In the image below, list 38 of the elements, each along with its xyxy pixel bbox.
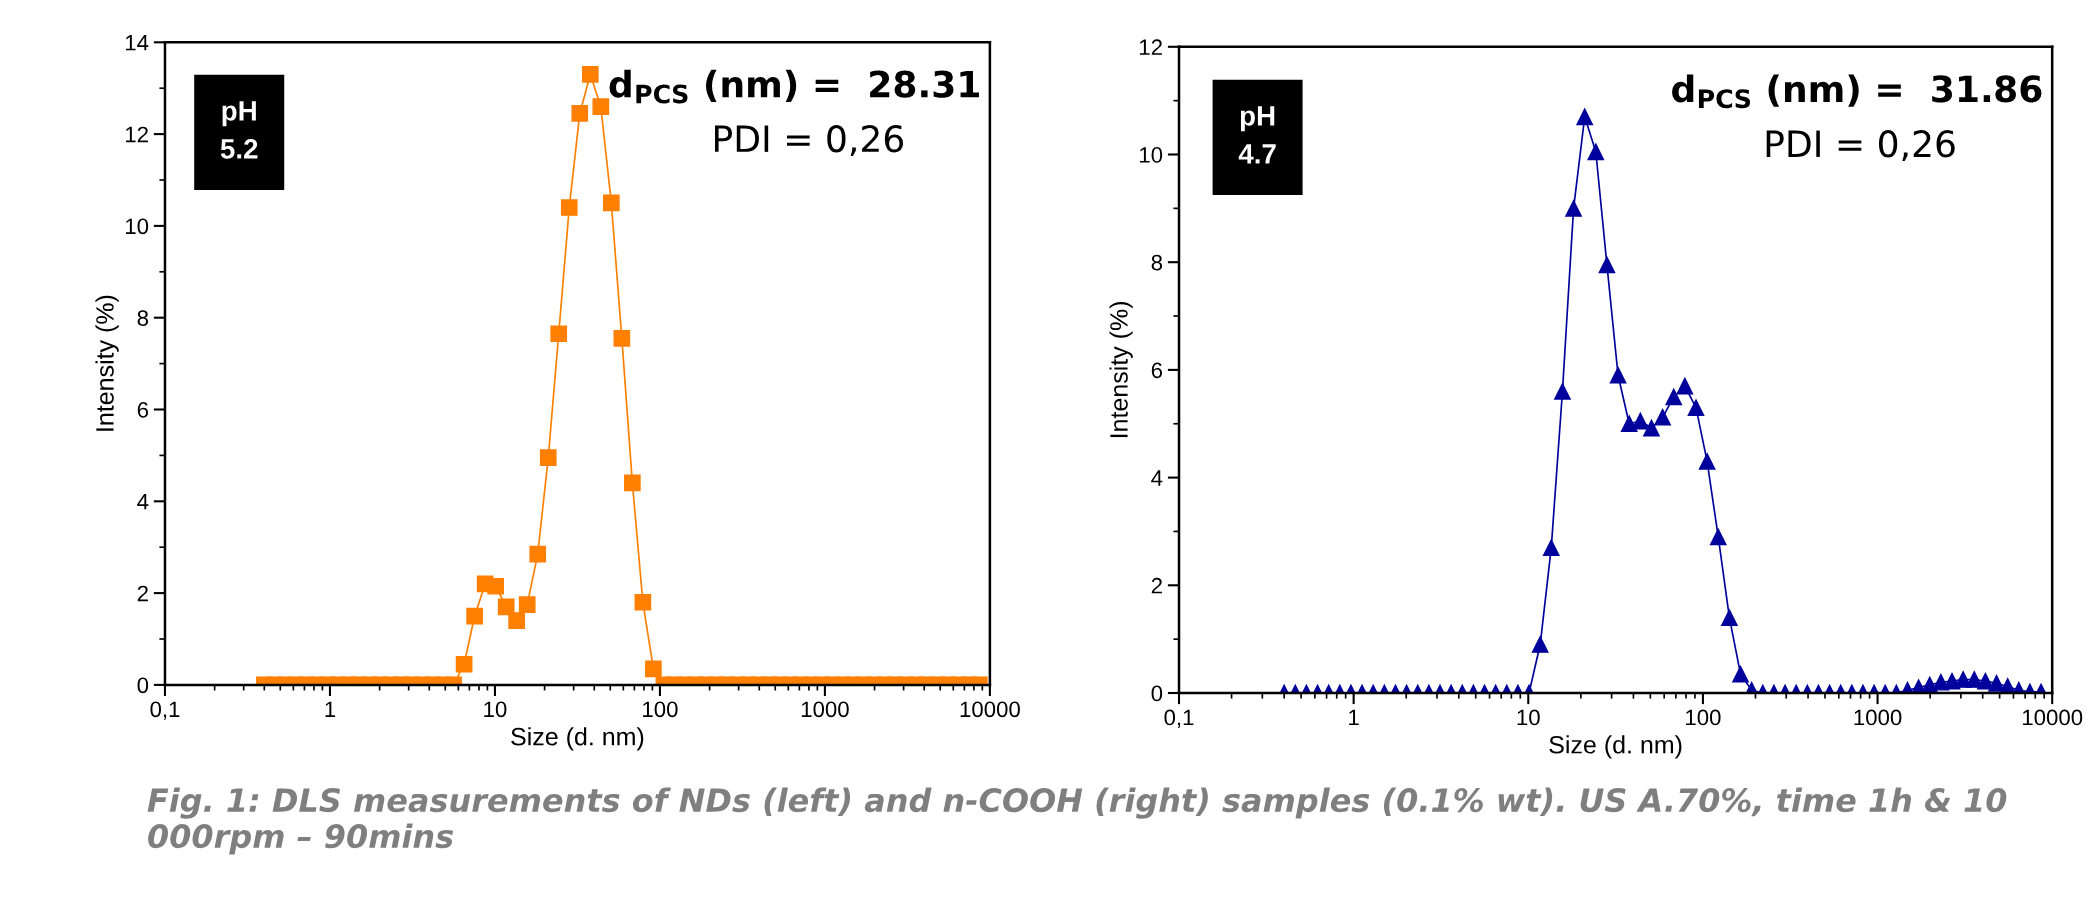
y-tick-label: 2: [137, 585, 148, 602]
annotation: pH 5.2: [220, 101, 258, 159]
x-tick-label: 10000: [2022, 709, 2083, 726]
x-tick-label: 100: [1686, 709, 1721, 726]
x-tick-label: 10000: [960, 701, 1020, 718]
y-tick-label: 8: [137, 310, 149, 326]
y-tick-label: 12: [125, 126, 148, 143]
x-tick-label: 10: [1517, 709, 1540, 726]
y-axis-title: Intensity (%): [1109, 301, 1133, 438]
x-tick-label: 1000: [801, 701, 849, 718]
y-tick-label: 4: [137, 494, 149, 510]
x-axis-title: Size (d. nm): [511, 727, 644, 751]
x-tick-label: 1: [325, 701, 336, 717]
y-tick-label: 10: [125, 218, 149, 235]
y-tick-label: 2: [1151, 577, 1162, 594]
y-tick-label: 0: [1151, 685, 1163, 702]
y-tick-label: 12: [1140, 39, 1162, 55]
y-tick-label: 6: [137, 402, 149, 418]
x-tick-label: 1: [1349, 709, 1359, 726]
x-tick-label: 100: [643, 701, 678, 718]
caption: Fig. 1: DLS measurements of NDs (left) and n-COOH (right) samples (0.1% wt). US A.70%, time 1h & 10 000rpm – 90mins: [147, 787, 2007, 855]
annotation: pH 4.7: [1238, 106, 1276, 164]
y-tick-label: 4: [1151, 470, 1163, 486]
annotation: PDI = 0,26: [1766, 130, 1955, 162]
y-tick-label: 0: [137, 677, 149, 694]
y-tick-label: 14: [125, 35, 149, 51]
annotation: PDI = 0,26: [715, 125, 904, 157]
y-tick-label: 8: [1151, 254, 1163, 271]
y-tick-label: 6: [1151, 362, 1163, 379]
y-tick-label: 10: [1140, 147, 1163, 163]
y-axis-title: Intensity (%): [95, 295, 119, 431]
x-tick-label: 0,1: [150, 701, 180, 720]
x-tick-label: 10: [484, 701, 507, 718]
annotation: d$_{PCS}$ (nm) = 31.86: [1672, 74, 2042, 109]
x-tick-label: 0,1: [1164, 709, 1194, 728]
annotation: d$_{PCS}$ (nm) = 28.31: [609, 69, 979, 104]
x-axis-title: Size (d. nm): [1549, 735, 1682, 759]
x-tick-label: 1000: [1854, 709, 1902, 726]
